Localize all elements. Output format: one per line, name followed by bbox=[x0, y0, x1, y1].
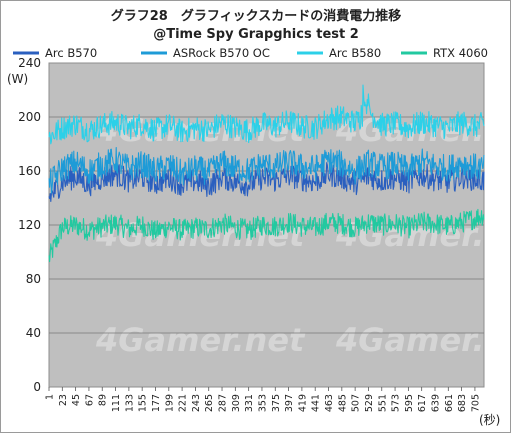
x-tick-label-309: 309 bbox=[231, 394, 242, 412]
y-tick-label-120: 120 bbox=[18, 218, 41, 232]
x-tick-label-463: 463 bbox=[324, 394, 335, 412]
x-tick-label-177: 177 bbox=[151, 394, 162, 412]
x-tick-label-551: 551 bbox=[377, 394, 388, 412]
y-tick-label-160: 160 bbox=[18, 164, 41, 178]
x-tick-label-397: 397 bbox=[284, 394, 295, 412]
series-line-0 bbox=[48, 162, 485, 203]
x-tick-label-683: 683 bbox=[457, 394, 468, 412]
x-tick-label-485: 485 bbox=[337, 394, 348, 412]
x-tick-label-507: 507 bbox=[351, 394, 362, 412]
legend-label-2: Arc B580 bbox=[329, 46, 381, 60]
x-tick-label-1: 1 bbox=[45, 394, 56, 400]
series-line-1 bbox=[48, 147, 485, 194]
x-tick-label-441: 441 bbox=[311, 394, 322, 412]
y-tick-label-200: 200 bbox=[18, 110, 41, 124]
series-line-2 bbox=[48, 84, 485, 145]
x-tick-label-243: 243 bbox=[191, 394, 202, 412]
y-axis-label: (W) bbox=[7, 72, 28, 86]
x-tick-label-133: 133 bbox=[124, 394, 135, 412]
x-tick-label-617: 617 bbox=[417, 394, 428, 412]
x-tick-label-199: 199 bbox=[164, 394, 175, 412]
x-tick-label-45: 45 bbox=[71, 394, 82, 406]
x-tick-label-221: 221 bbox=[178, 394, 189, 412]
x-tick-label-89: 89 bbox=[98, 394, 109, 406]
legend-label-1: ASRock B570 OC bbox=[173, 46, 270, 60]
y-tick-label-40: 40 bbox=[26, 326, 41, 340]
legend-item-3: RTX 4060 bbox=[401, 46, 488, 60]
y-tick-label-240: 240 bbox=[18, 56, 41, 70]
x-tick-label-529: 529 bbox=[364, 394, 375, 412]
x-tick-label-661: 661 bbox=[444, 394, 455, 412]
chart-title: グラフ28 グラフィックスカードの消費電力推移 bbox=[111, 8, 401, 24]
x-tick-label-23: 23 bbox=[58, 394, 69, 406]
x-tick-label-155: 155 bbox=[138, 394, 149, 412]
watermark-4: 4Gamer.net bbox=[95, 321, 306, 359]
x-tick-label-287: 287 bbox=[218, 394, 229, 412]
x-tick-label-353: 353 bbox=[257, 394, 268, 412]
y-tick-label-0: 0 bbox=[33, 380, 41, 394]
x-tick-label-419: 419 bbox=[297, 394, 308, 412]
legend-label-0: Arc B570 bbox=[45, 46, 97, 60]
plot-area: 4Gamer.net4Gamer.net4Gamer.net4Gamer.net… bbox=[48, 62, 511, 391]
x-tick-label-375: 375 bbox=[271, 394, 282, 412]
x-tick-label-595: 595 bbox=[404, 394, 415, 412]
legend-item-1: ASRock B570 OC bbox=[141, 46, 270, 60]
chart-subtitle: @Time Spy Grapghics test 2 bbox=[153, 27, 359, 42]
x-tick-label-265: 265 bbox=[204, 394, 215, 412]
x-tick-label-573: 573 bbox=[391, 394, 402, 412]
x-tick-label-331: 331 bbox=[244, 394, 255, 412]
x-tick-label-67: 67 bbox=[84, 394, 95, 406]
legend-item-2: Arc B580 bbox=[297, 46, 381, 60]
y-tick-label-80: 80 bbox=[26, 272, 41, 286]
x-tick-label-111: 111 bbox=[111, 394, 122, 412]
x-tick-label-705: 705 bbox=[470, 394, 481, 412]
legend-item-0: Arc B570 bbox=[13, 46, 97, 60]
x-axis-label: (秒) bbox=[479, 413, 500, 427]
x-tick-label-639: 639 bbox=[430, 394, 441, 412]
legend-label-3: RTX 4060 bbox=[433, 46, 488, 60]
series-line-3 bbox=[48, 208, 485, 263]
watermark-5: 4Gamer.net bbox=[335, 321, 510, 359]
legend: Arc B570 ASRock B570 OC Arc B580 RTX 4060 bbox=[13, 46, 488, 60]
